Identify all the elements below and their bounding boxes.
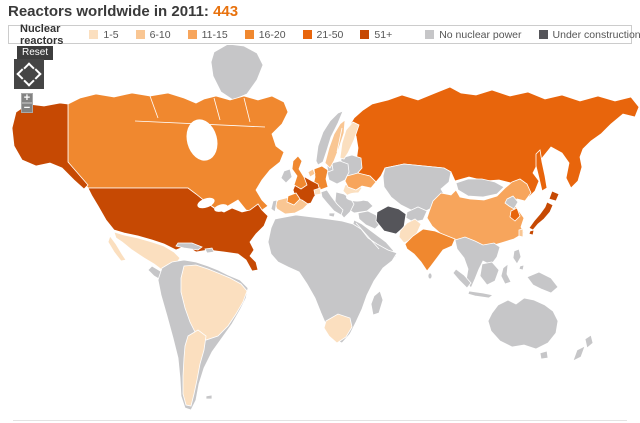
country-india[interactable] <box>404 228 456 272</box>
legend-item-label: 21-50 <box>316 28 344 41</box>
arctic-channel-3 <box>213 97 221 121</box>
country-greenland[interactable] <box>210 45 264 101</box>
legend-item-label: 16-20 <box>258 28 286 41</box>
bottom-divider <box>13 420 627 421</box>
island-tasmania[interactable] <box>539 350 549 360</box>
black-sea <box>346 192 368 202</box>
legend-item: 1-5 <box>89 28 119 41</box>
country-philippines[interactable] <box>512 248 522 265</box>
gulf-of-bothnia <box>336 127 343 153</box>
country-taiwan[interactable] <box>518 228 524 238</box>
country-italy[interactable] <box>320 189 344 216</box>
legend-bar: Nuclear reactors 1-5 6-10 11-15 16-20 21-50 5… <box>8 22 640 47</box>
country-afghanistan[interactable] <box>405 206 428 223</box>
legend-label: Nuclear reactors <box>20 22 64 47</box>
country-japan-hokkaido[interactable] <box>548 190 560 202</box>
country-finland[interactable] <box>339 121 360 160</box>
caspian-sea <box>374 185 386 211</box>
island-newfoundland[interactable] <box>286 192 301 206</box>
great-lakes-east <box>214 204 228 212</box>
legend-item: No nuclear power <box>425 28 522 41</box>
country-sweden[interactable] <box>324 119 346 169</box>
country-new-zealand-north[interactable] <box>584 334 594 349</box>
world-map[interactable] <box>0 45 640 423</box>
country-new-zealand-south[interactable] <box>572 345 586 362</box>
country-norway[interactable] <box>315 110 344 166</box>
region-middle-east[interactable] <box>357 210 382 230</box>
country-ireland[interactable] <box>280 168 293 184</box>
legend-item-label: 51+ <box>374 28 393 41</box>
island-sakhalin[interactable] <box>535 149 548 192</box>
island-madagascar[interactable] <box>370 290 384 316</box>
legend-item-label: No nuclear power <box>439 28 522 41</box>
country-japan-kyushu[interactable] <box>528 229 535 236</box>
country-sri-lanka[interactable] <box>427 272 433 280</box>
country-north-korea[interactable] <box>504 195 519 210</box>
zoom-control: + − <box>21 93 33 114</box>
legend-item-label: 1-5 <box>103 28 119 41</box>
legend-items: 1-5 6-10 11-15 16-20 21-50 51+ No nuclear powe… <box>89 29 640 41</box>
legend-swatch <box>425 30 435 39</box>
legend-item: 16-20 <box>244 28 286 41</box>
legend-item: 6-10 <box>135 28 171 41</box>
legend-swatch <box>89 30 99 39</box>
country-australia[interactable] <box>487 297 559 350</box>
legend-swatch <box>135 30 145 39</box>
island-new-guinea[interactable] <box>526 271 559 294</box>
country-united-kingdom[interactable] <box>291 155 308 190</box>
legend-swatch <box>244 30 254 39</box>
legend-item: 51+ <box>360 29 392 41</box>
legend-item-label: Under construction* <box>552 28 640 41</box>
legend-swatch <box>187 30 197 39</box>
title-total-count: 443 <box>213 3 239 20</box>
legend-swatch <box>302 30 312 39</box>
island-cuba[interactable] <box>175 242 203 251</box>
reset-button[interactable]: Reset <box>17 46 54 60</box>
island-sulawesi[interactable] <box>500 263 512 285</box>
country-argentina[interactable] <box>182 329 207 407</box>
zoom-out-button[interactable]: − <box>21 103 33 114</box>
country-united-states[interactable] <box>87 187 269 272</box>
pan-control[interactable] <box>14 59 44 89</box>
island-hispaniola[interactable] <box>204 247 215 254</box>
legend-item: 21-50 <box>302 28 344 41</box>
country-japan-honshu[interactable] <box>528 201 554 231</box>
legend-item-label: 6-10 <box>149 28 171 41</box>
region-southeast-asia[interactable] <box>454 236 501 289</box>
arctic-channel-4 <box>243 97 251 123</box>
red-sea <box>355 222 380 250</box>
island-borneo[interactable] <box>479 261 500 286</box>
continent-africa[interactable] <box>267 214 398 344</box>
island-sumatra[interactable] <box>452 268 472 289</box>
legend-item-label: 11-15 <box>201 28 228 41</box>
arctic-channel-2 <box>149 95 159 119</box>
country-south-korea[interactable] <box>509 207 521 222</box>
state-alaska[interactable] <box>11 102 89 190</box>
great-lakes-west <box>197 197 215 209</box>
country-south-africa[interactable] <box>323 313 353 344</box>
country-mongolia[interactable] <box>455 178 505 198</box>
country-philippines-south[interactable] <box>518 264 525 271</box>
hudson-bay <box>186 119 218 161</box>
country-portugal[interactable] <box>270 199 278 213</box>
country-brazil[interactable] <box>180 264 248 341</box>
country-belgium[interactable] <box>307 168 316 178</box>
legend-item: Under construction* <box>538 28 640 41</box>
legend-swatch <box>360 30 370 39</box>
arctic-channel <box>134 120 266 128</box>
peninsula-baja[interactable] <box>107 235 127 262</box>
legend-item: 11-15 <box>187 28 228 41</box>
country-ukraine[interactable] <box>344 172 377 191</box>
island-sicily[interactable] <box>328 212 336 218</box>
page-title: Reactors worldwide in 2011: 443 <box>8 3 238 20</box>
zoom-in-button[interactable]: + <box>21 93 33 104</box>
persian-gulf <box>378 230 392 241</box>
title-text: Reactors worldwide in 2011: <box>8 3 209 20</box>
island-java[interactable] <box>467 290 494 299</box>
island-falklands[interactable] <box>205 394 213 400</box>
legend-swatch <box>538 30 548 39</box>
